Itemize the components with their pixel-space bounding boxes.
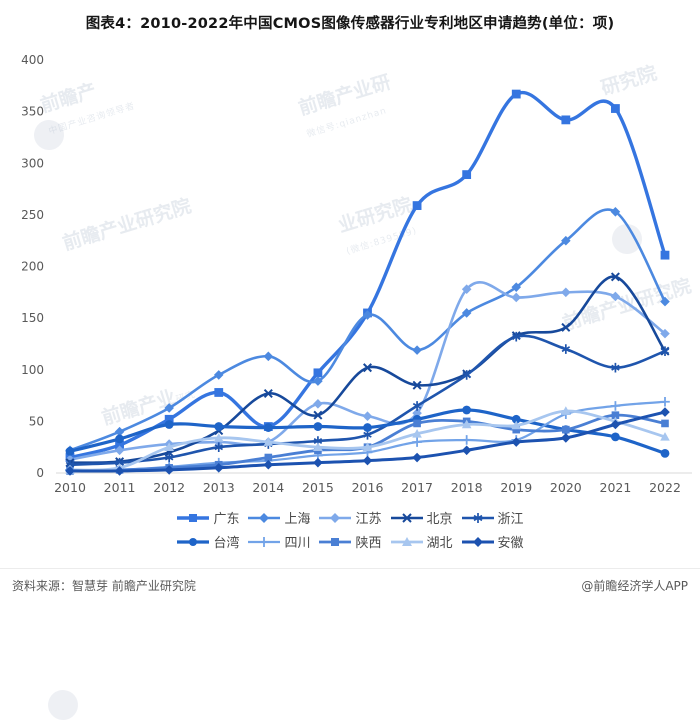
legend-row: 台湾 四川 陕西 湖北 安徽 — [173, 532, 526, 551]
legend-item-anhui: 安徽 — [458, 532, 527, 551]
x-tick-label: 2010 — [54, 480, 86, 495]
x-tick-label: 2020 — [550, 480, 582, 495]
series-anhui — [65, 407, 670, 476]
legend-label: 北京 — [426, 512, 453, 527]
x-tick-label: 2022 — [649, 480, 681, 495]
trend-line-chart: 0 50 100 150 200 250 300 350 400 2010 2011 2012 2013… — [21, 53, 692, 495]
y-tick-label: 400 — [21, 53, 44, 67]
legend-label: 四川 — [284, 536, 311, 551]
legend-label: 陕西 — [355, 536, 382, 551]
chart-area: 0 50 100 150 200 250 300 350 400 2010 2011 2012 2013… — [0, 40, 700, 502]
legend-label: 江苏 — [355, 512, 382, 527]
legend-label: 上海 — [284, 512, 311, 527]
legend-row: 广东 上海 江苏 北京 浙江 — [173, 508, 526, 527]
x-tick-label: 2021 — [600, 480, 632, 495]
x-tick-label: 2018 — [451, 480, 483, 495]
legend-label: 广东 — [213, 512, 240, 527]
legend-swatch-sichuan-icon — [248, 536, 281, 547]
y-tick-label: 300 — [21, 156, 44, 170]
series-shanghai — [65, 206, 670, 456]
x-tick-label: 2015 — [302, 480, 334, 495]
legend-item-zhejiang: 浙江 — [458, 508, 527, 527]
x-tick-label: 2016 — [352, 480, 384, 495]
series-guangdong — [65, 89, 670, 462]
legend-item-hubei: 湖北 — [387, 532, 456, 551]
y-tick-label: 0 — [36, 466, 44, 480]
legend-swatch-hubei-icon — [390, 536, 423, 546]
y-tick-label: 350 — [21, 105, 44, 119]
legend-item-shanghai: 上海 — [244, 508, 313, 527]
series-jiangsu — [65, 281, 670, 465]
legend-swatch-shaanxi-icon — [319, 537, 352, 546]
legend-swatch-guangdong-icon — [177, 513, 210, 522]
x-tick-label: 2013 — [203, 480, 235, 495]
legend-swatch-jiangsu-icon — [319, 512, 352, 523]
y-tick-label: 50 — [29, 414, 44, 428]
x-tick-label: 2011 — [104, 480, 136, 495]
y-tick-label: 150 — [21, 311, 44, 325]
legend-item-shaanxi: 陕西 — [315, 532, 384, 551]
y-axis: 0 50 100 150 200 250 300 350 400 — [21, 53, 44, 480]
legend-item-sichuan: 四川 — [244, 532, 313, 551]
y-tick-label: 100 — [21, 363, 44, 377]
footer: 资料来源：智慧芽 前瞻产业研究院 @前瞻经济学人APP — [0, 568, 700, 602]
legend-swatch-zhejiang-icon — [461, 512, 494, 523]
legend-label: 浙江 — [497, 512, 524, 527]
legend-item-guangdong: 广东 — [173, 508, 242, 527]
legend-item-taiwan: 台湾 — [173, 532, 242, 551]
legend-swatch-shanghai-icon — [248, 512, 281, 523]
legend-label: 湖北 — [426, 536, 453, 551]
series-zhejiang — [65, 331, 670, 470]
legend-swatch-beijing-icon — [390, 512, 423, 523]
legend-swatch-taiwan-icon — [177, 537, 210, 546]
legend: 广东 上海 江苏 北京 浙江台湾 四川 陕西 湖北 安徽 — [0, 508, 700, 551]
legend-label: 台湾 — [213, 536, 240, 551]
legend-label: 安徽 — [497, 536, 524, 551]
watermark-logo — [44, 686, 82, 724]
legend-item-beijing: 北京 — [387, 508, 456, 527]
x-tick-label: 2014 — [252, 480, 284, 495]
x-axis: 2010 2011 2012 2013 2014 2015 2016 2017 2018 2019… — [54, 480, 681, 495]
source-note: 资料来源：智慧芽 前瞻产业研究院 — [12, 579, 196, 593]
app-credit: @前瞻经济学人APP — [581, 579, 688, 593]
legend-swatch-anhui-icon — [461, 536, 494, 547]
x-tick-label: 2017 — [401, 480, 433, 495]
y-tick-label: 250 — [21, 208, 44, 222]
x-tick-label: 2012 — [153, 480, 185, 495]
chart-title: 图表4：2010-2022年中国CMOS图像传感器行业专利地区申请趋势(单位：项… — [85, 16, 615, 32]
y-tick-label: 200 — [21, 260, 44, 274]
legend-item-jiangsu: 江苏 — [315, 508, 384, 527]
x-tick-label: 2019 — [500, 480, 532, 495]
